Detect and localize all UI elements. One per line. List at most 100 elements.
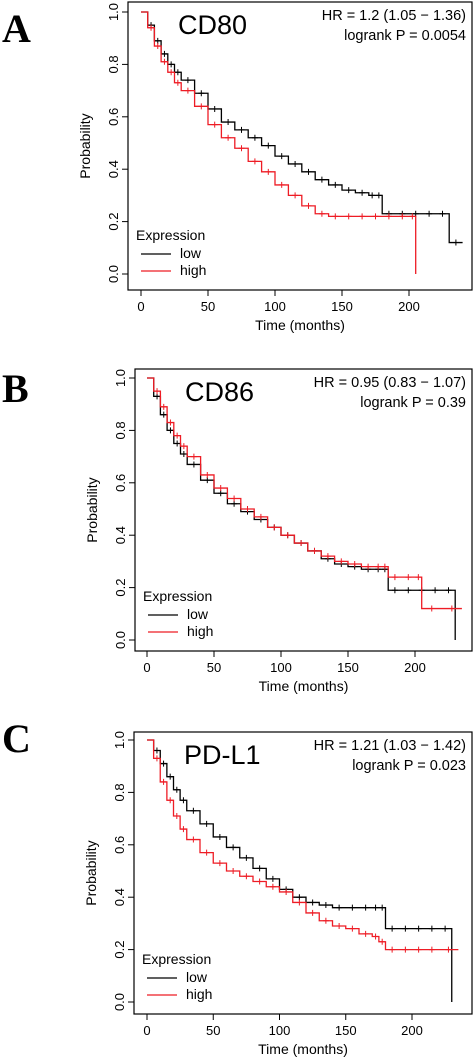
hazard-ratio: HR = 1.21 (1.03 − 1.42) [314,738,466,754]
censor-mark [389,925,396,932]
chart-title: PD-L1 [184,740,261,770]
y-tick-label: 0.6 [113,474,128,492]
censor-mark [173,812,180,819]
censor-mark [445,946,452,953]
censor-mark [324,553,331,560]
censor-mark [238,145,245,152]
censor-mark [415,574,422,581]
y-axis-label: Probability [84,477,100,542]
censor-mark [269,883,276,890]
y-tick-label: 0.0 [113,631,128,649]
panel-letter: A [2,6,31,51]
series-high-curve [141,11,417,274]
censor-mark [292,160,299,167]
x-tick-label: 200 [404,660,426,675]
censor-mark [160,403,167,410]
censor-mark [311,547,318,554]
censor-mark [332,213,339,220]
x-tick-label: 0 [143,1023,150,1038]
censor-mark [265,168,272,175]
censor-mark [184,77,191,84]
censor-mark [198,90,205,97]
legend-label-high: high [186,986,212,1002]
y-tick-label: 0.0 [112,993,127,1011]
legend-label-high: high [180,262,206,278]
censor-mark [225,119,232,126]
censor-mark [296,899,303,906]
censor-mark [359,213,366,220]
y-tick-label: 0.6 [112,836,127,854]
censor-mark [225,134,232,141]
logrank-p: logrank P = 0.0054 [344,28,466,44]
panel-a: A 0.0 0.2 0.4 0.6 0.8 1.0 0 50 100 150 200 Time (mon… [2,1,473,333]
censor-mark [243,854,250,861]
censor-mark [426,210,433,217]
censor-mark [203,849,210,856]
censor-mark [167,419,174,426]
censor-mark [349,925,356,932]
censor-mark [405,587,412,594]
censor-mark [148,24,155,31]
y-tick-label: 1.0 [113,369,128,387]
y-tick-label: 0.4 [113,526,128,544]
censor-mark [445,587,452,594]
x-tick-label: 50 [201,299,215,314]
censor-mark [432,587,439,594]
y-tick-label: 0.8 [106,55,121,73]
censor-mark [154,393,161,400]
y-tick-label: 0.8 [113,421,128,439]
censor-mark [372,904,379,911]
x-tick-label: 100 [264,299,286,314]
censor-mark [336,923,343,930]
censor-mark [153,755,160,762]
x-tick-label: 150 [331,299,353,314]
censor-mark [402,946,409,953]
censor-mark [230,868,237,874]
censor-mark [167,773,174,780]
panel-b: B 0.0 0.2 0.4 0.6 0.8 1.0 0 50 100 150 200 Time (mon… [2,366,473,694]
logrank-p: logrank P = 0.023 [352,758,466,774]
censor-mark [365,563,372,570]
censor-mark [402,925,409,932]
x-tick-label: 0 [143,660,150,675]
y-tick-label: 1.0 [106,3,121,21]
censor-mark [428,925,435,932]
censor-mark [362,930,369,937]
censor-mark [173,786,180,793]
censor-mark [190,836,197,843]
censor-mark [174,432,181,439]
censor-mark [217,490,224,497]
censor-mark [203,820,210,827]
plot-frame [127,1,473,291]
censor-mark [271,524,278,531]
censor-mark [391,587,398,594]
legend-label-high: high [187,623,213,639]
censor-mark [211,121,218,128]
censor-mark [336,904,343,911]
censor-mark [452,239,459,246]
censor-mark [190,453,197,460]
panel-c: C 0.0 0.2 0.4 0.6 0.8 1.0 0 50 100 150 200 Time (mon… [2,716,473,1057]
panel-letter: B [2,366,29,411]
censor-mark [190,461,197,468]
censor-mark [405,574,412,581]
y-tick-label: 0.2 [113,579,128,597]
censor-mark [180,797,187,804]
censor-mark [153,747,160,754]
censor-mark [174,69,181,76]
censor-mark [292,192,299,199]
legend-title: Expression [136,227,205,243]
censor-mark [190,807,197,814]
panel-letter: C [2,716,31,761]
y-axis-label: Probability [77,113,93,178]
logrank-p: logrank P = 0.39 [360,395,466,411]
censor-mark [332,181,339,188]
y-axis-label: Probability [83,840,99,905]
censor-mark [381,563,388,570]
censor-mark [283,888,290,895]
y-tick-label: 0.8 [112,783,127,801]
censor-mark [318,210,325,217]
x-axis-label: Time (months) [258,1041,348,1057]
y-tick-label: 1.0 [112,731,127,749]
